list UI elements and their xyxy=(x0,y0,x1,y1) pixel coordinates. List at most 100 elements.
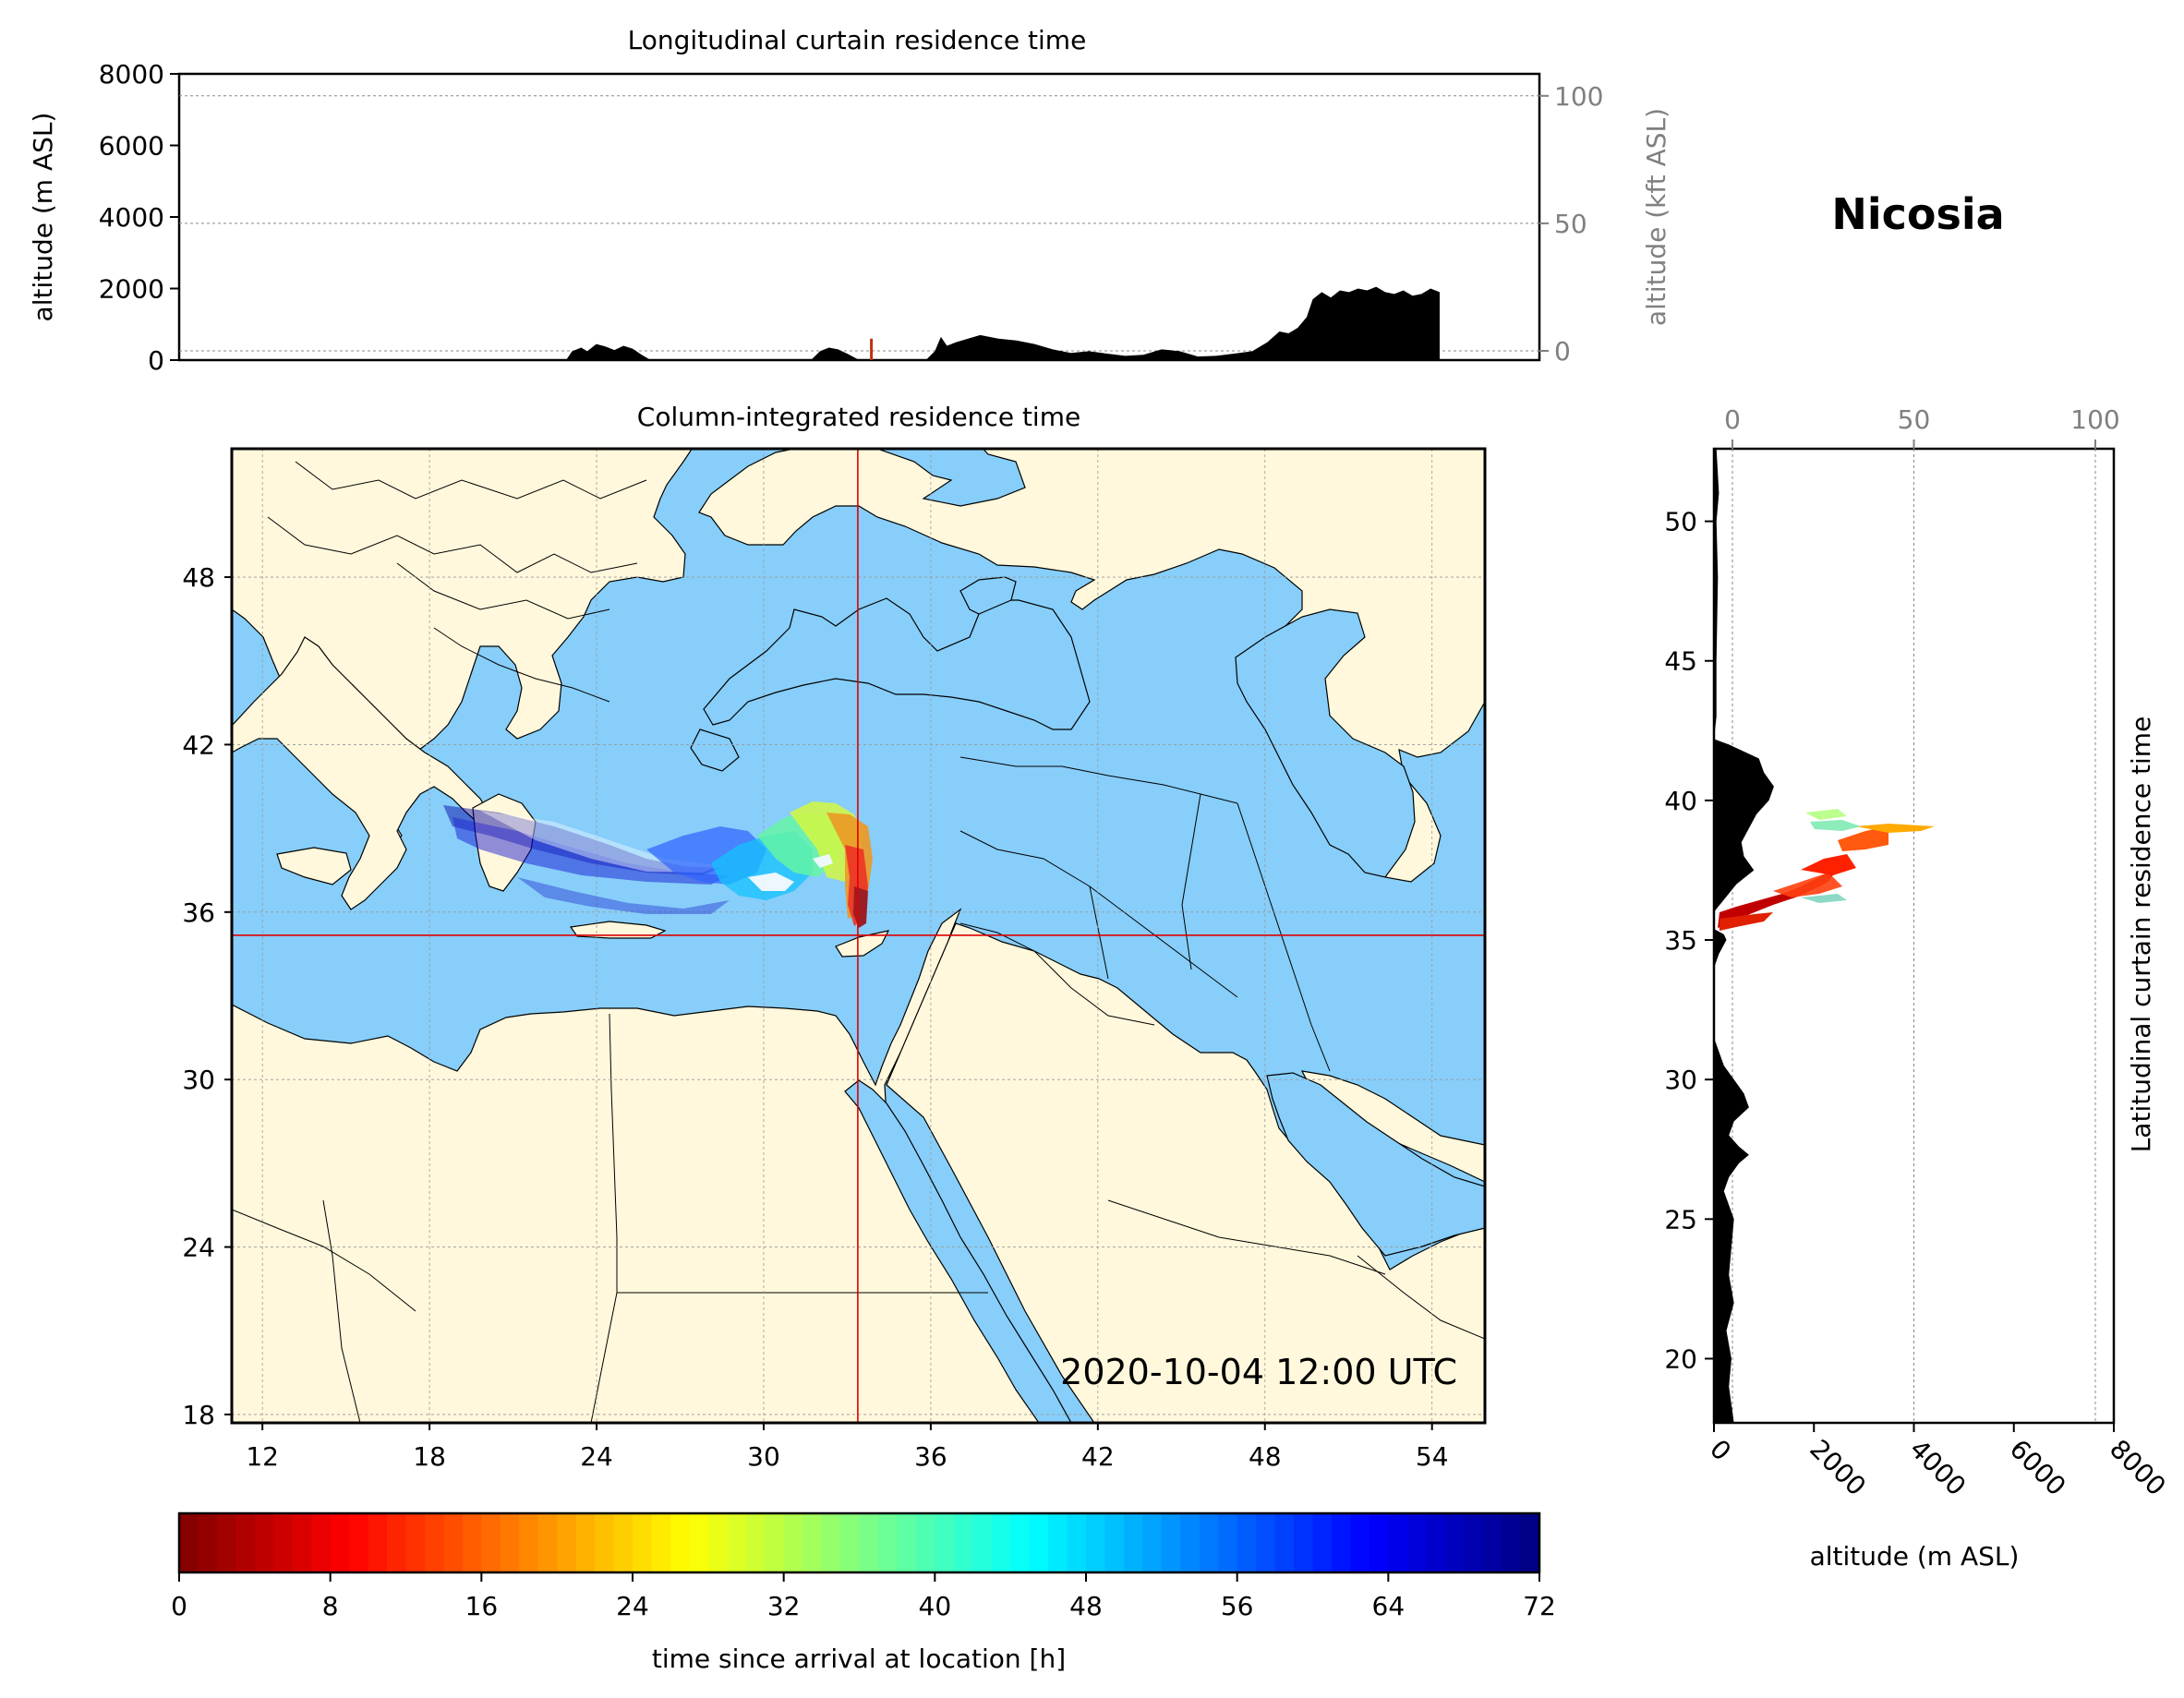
map-ticks: 12 18 24 30 36 42 48 54 18 24 30 36 42 48 xyxy=(182,562,1448,1472)
terrain-area xyxy=(811,347,860,360)
colorbar-step xyxy=(1274,1513,1295,1572)
ytick-label: 18 xyxy=(182,1400,215,1430)
colorbar-step xyxy=(1029,1513,1049,1572)
colorbar-step xyxy=(972,1513,993,1572)
colorbar-step xyxy=(1142,1513,1163,1572)
station-name: Nicosia xyxy=(1831,189,2004,239)
ytick-label: 40 xyxy=(1664,786,1697,816)
colorbar-step xyxy=(179,1513,199,1572)
colorbar-label: time since arrival at location [h] xyxy=(652,1644,1066,1674)
colorbar-step xyxy=(745,1513,766,1572)
colorbar-step xyxy=(765,1513,785,1572)
colorbar-step xyxy=(1294,1513,1314,1572)
xtick-label: 0 xyxy=(1704,1434,1737,1467)
colorbar-step xyxy=(557,1513,577,1572)
xtick-label: 30 xyxy=(747,1441,780,1472)
ytick-label: 25 xyxy=(1664,1204,1697,1234)
colorbar-ticks: 0 8 16 24 32 40 48 56 64 72 xyxy=(171,1572,1556,1621)
latitudinal-curtain-title: Latitudinal curtain residence time xyxy=(2126,717,2156,1153)
longitudinal-ylabel: altitude (m ASL) xyxy=(28,113,58,322)
colorbar-tick-label: 8 xyxy=(322,1591,339,1621)
colorbar-step xyxy=(1104,1513,1125,1572)
colorbar-step xyxy=(368,1513,388,1572)
colorbar-step xyxy=(537,1513,558,1572)
colorbar-step xyxy=(424,1513,445,1572)
column-integrated-title: Column-integrated residence time xyxy=(637,402,1080,432)
colorbar-step xyxy=(1444,1513,1465,1572)
colorbar-step xyxy=(1199,1513,1219,1572)
colorbar-step xyxy=(575,1513,596,1572)
colorbar-tick-label: 24 xyxy=(616,1591,649,1621)
xtick-kft-label: 100 xyxy=(2070,404,2119,435)
colorbar-step xyxy=(651,1513,671,1572)
colorbar-tick-label: 56 xyxy=(1221,1591,1254,1621)
map-borders xyxy=(232,461,1485,1423)
xtick-label: 6000 xyxy=(2004,1434,2072,1502)
colorbar-step xyxy=(1161,1513,1181,1572)
map-inland-seas xyxy=(690,576,1485,1423)
colorbar-step xyxy=(387,1513,407,1572)
terrain-area xyxy=(925,286,1440,360)
colorbar-step xyxy=(254,1513,274,1572)
colorbar-tick-label: 0 xyxy=(171,1591,187,1621)
colorbar-step xyxy=(1048,1513,1068,1572)
xtick-label: 12 xyxy=(246,1441,279,1472)
longitudinal-yticks: 0 2000 4000 6000 8000 xyxy=(99,59,179,376)
colorbar-step xyxy=(330,1513,350,1572)
colorbar-step xyxy=(311,1513,332,1572)
xtick-label: 24 xyxy=(580,1441,613,1472)
column-integrated-panel: Column-integrated residence time xyxy=(182,402,1487,1472)
colorbar-step xyxy=(633,1513,653,1572)
latitudinal-gridlines xyxy=(1732,449,2096,1423)
latitudinal-terrain xyxy=(1714,449,1774,1423)
latitudinal-xlabel: altitude (m ASL) xyxy=(1810,1541,2020,1572)
ytick-label: 2000 xyxy=(99,274,164,305)
colorbar-step xyxy=(840,1513,861,1572)
colorbar-step xyxy=(1350,1513,1370,1572)
colorbar-step xyxy=(519,1513,539,1572)
colorbar-step xyxy=(1067,1513,1087,1572)
colorbar-step xyxy=(1010,1513,1031,1572)
colorbar-tick-label: 72 xyxy=(1523,1591,1556,1621)
colorbar-tick-label: 32 xyxy=(767,1591,801,1621)
longitudinal-terrain xyxy=(565,286,1440,360)
ytick-label: 42 xyxy=(182,729,215,760)
ytick-label: 24 xyxy=(182,1233,215,1263)
colorbar-step xyxy=(1426,1513,1446,1572)
colorbar-step xyxy=(670,1513,690,1572)
ytick-kft-label: 100 xyxy=(1554,81,1603,112)
colorbar-step xyxy=(595,1513,615,1572)
colorbar-frame xyxy=(177,1511,1541,1574)
colorbar-step xyxy=(273,1513,294,1572)
xtick-label: 18 xyxy=(413,1441,446,1472)
ytick-label: 35 xyxy=(1664,925,1697,956)
colorbar-step xyxy=(462,1513,482,1572)
ytick-label: 8000 xyxy=(99,59,164,90)
colorbar-step xyxy=(915,1513,935,1572)
xtick-label: 36 xyxy=(914,1441,947,1472)
map-timestamp: 2020-10-04 12:00 UTC xyxy=(1060,1352,1457,1392)
latitudinal-plume xyxy=(1718,809,1935,931)
colorbar-step xyxy=(935,1513,955,1572)
xtick-label: 42 xyxy=(1081,1441,1115,1472)
xtick-label: 2000 xyxy=(1804,1434,1872,1502)
longitudinal-curtain-title: Longitudinal curtain residence time xyxy=(628,25,1087,55)
map-frame xyxy=(230,447,1487,1425)
colorbar-step xyxy=(1218,1513,1238,1572)
colorbar-step xyxy=(1482,1513,1502,1572)
colorbar-step xyxy=(405,1513,426,1572)
colorbar-step xyxy=(1369,1513,1389,1572)
ytick-label: 30 xyxy=(182,1065,215,1095)
xtick-kft-label: 0 xyxy=(1724,404,1741,435)
terrain-area xyxy=(565,343,651,360)
ytick-label: 48 xyxy=(182,562,215,593)
colorbar-step xyxy=(1388,1513,1408,1572)
colorbar-step xyxy=(897,1513,917,1572)
colorbar-step xyxy=(859,1513,879,1572)
map-land xyxy=(232,449,1485,1423)
colorbar-step xyxy=(1256,1513,1276,1572)
xtick-label: 48 xyxy=(1249,1441,1282,1472)
colorbar-step xyxy=(1331,1513,1352,1572)
ytick-label: 20 xyxy=(1664,1343,1697,1374)
colorbar-step xyxy=(500,1513,520,1572)
